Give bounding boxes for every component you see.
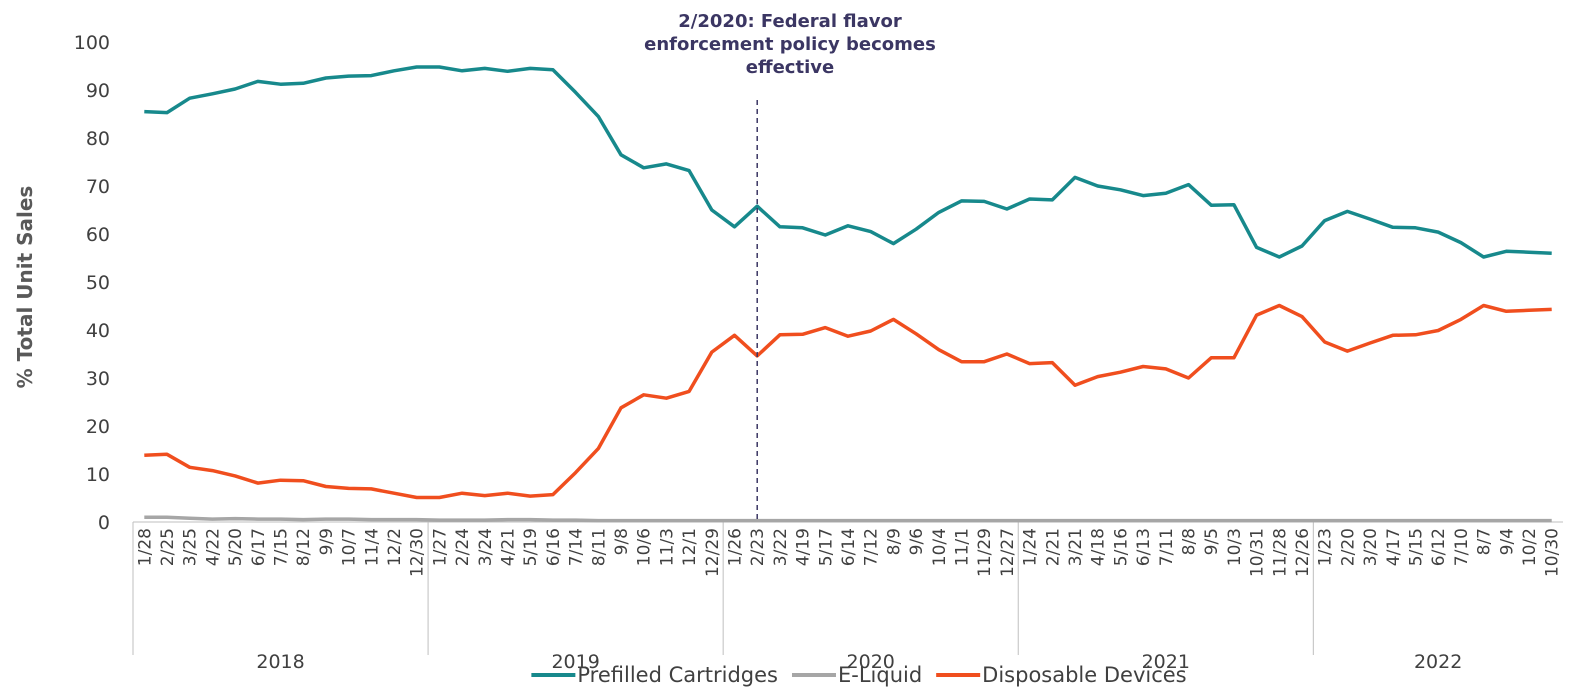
y-tick-label: 0 <box>98 512 110 534</box>
x-tick-label: 3/20 <box>1361 528 1381 566</box>
annotation-text: 2/2020: Federal flavor <box>678 11 902 32</box>
annotation-text: enforcement policy becomes <box>644 34 936 55</box>
x-tick-label: 12/30 <box>408 528 428 577</box>
x-tick-label: 9/4 <box>1497 528 1517 555</box>
legend-label: Disposable Devices <box>982 663 1186 687</box>
x-tick-label: 5/15 <box>1406 528 1426 566</box>
x-tick-label: 4/21 <box>499 528 519 566</box>
x-tick-label: 9/8 <box>612 528 632 555</box>
x-tick-label: 5/16 <box>1111 528 1131 566</box>
x-tick-label: 8/7 <box>1475 528 1495 555</box>
x-tick-label: 7/10 <box>1452 528 1472 566</box>
legend-label: E-Liquid <box>838 663 922 687</box>
x-tick-label: 2/20 <box>1338 528 1358 566</box>
series-line <box>144 515 1552 523</box>
x-tick-label: 12/26 <box>1293 528 1313 577</box>
group-label: 2018 <box>256 651 304 673</box>
x-tick-label: 9/5 <box>1202 528 1222 555</box>
x-tick-label: 1/23 <box>1316 528 1336 566</box>
x-tick-label: 12/1 <box>680 528 700 566</box>
x-tick-label: 6/17 <box>249 528 269 566</box>
x-tick-label: 1/24 <box>1021 528 1041 566</box>
x-tick-label: 3/21 <box>1066 528 1086 566</box>
x-tick-label: 10/4 <box>930 528 950 566</box>
y-tick-label: 80 <box>86 128 110 150</box>
x-tick-label: 11/4 <box>362 528 382 566</box>
annotation-text: effective <box>746 57 834 78</box>
y-tick-label: 50 <box>86 272 110 294</box>
x-tick-label: 7/11 <box>1157 528 1177 566</box>
x-tick-label: 8/12 <box>294 528 314 566</box>
x-tick-label: 6/12 <box>1429 528 1449 566</box>
x-tick-label: 5/17 <box>816 528 836 566</box>
x-tick-label: 11/29 <box>975 528 995 577</box>
x-tick-label: 10/2 <box>1520 528 1540 566</box>
x-tick-label: 5/19 <box>521 528 541 566</box>
x-tick-label: 4/22 <box>203 528 223 566</box>
x-tick-label: 4/17 <box>1384 528 1404 566</box>
x-tick-label: 3/22 <box>771 528 791 566</box>
x-tick-label: 11/28 <box>1270 528 1290 577</box>
x-tick-label: 5/20 <box>226 528 246 566</box>
series-line <box>144 65 1552 259</box>
y-tick-label: 100 <box>74 32 110 54</box>
y-tick-label: 90 <box>86 80 110 102</box>
x-tick-label: 12/2 <box>385 528 405 566</box>
y-tick-label: 60 <box>86 224 110 246</box>
x-tick-label: 10/31 <box>1248 528 1268 577</box>
x-tick-label: 3/24 <box>476 528 496 566</box>
group-label: 2021 <box>1142 651 1190 673</box>
x-tick-label: 10/6 <box>635 528 655 566</box>
x-tick-label: 1/27 <box>430 528 450 566</box>
y-tick-label: 30 <box>86 368 110 390</box>
x-tick-label: 6/14 <box>839 528 859 566</box>
x-tick-label: 4/18 <box>1089 528 1109 566</box>
group-label: 2022 <box>1414 651 1462 673</box>
x-tick-label: 10/3 <box>1225 528 1245 566</box>
x-tick-label: 2/21 <box>1043 528 1063 566</box>
x-tick-label: 7/14 <box>567 528 587 566</box>
series-line <box>144 303 1552 500</box>
group-label: 2020 <box>847 651 895 673</box>
x-tick-label: 9/9 <box>317 528 337 555</box>
x-tick-label: 10/7 <box>340 528 360 566</box>
group-label: 2019 <box>551 651 599 673</box>
x-tick-label: 8/9 <box>884 528 904 555</box>
x-tick-label: 4/19 <box>794 528 814 566</box>
x-tick-label: 11/3 <box>657 528 677 566</box>
y-tick-label: 10 <box>86 464 110 486</box>
x-tick-label: 10/30 <box>1543 528 1563 577</box>
x-tick-label: 2/23 <box>748 528 768 566</box>
x-tick-label: 2/24 <box>453 528 473 566</box>
y-axis-label: % Total Unit Sales <box>13 186 37 389</box>
x-tick-label: 7/15 <box>272 528 292 566</box>
x-tick-label: 7/12 <box>862 528 882 566</box>
x-tick-label: 8/11 <box>589 528 609 566</box>
x-tick-label: 9/6 <box>907 528 927 555</box>
x-tick-label: 11/1 <box>952 528 972 566</box>
y-tick-label: 40 <box>86 320 110 342</box>
y-tick-label: 70 <box>86 176 110 198</box>
x-tick-label: 6/16 <box>544 528 564 566</box>
x-tick-label: 2/25 <box>158 528 178 566</box>
x-tick-label: 12/27 <box>998 528 1018 577</box>
x-tick-label: 12/29 <box>703 528 723 577</box>
x-tick-label: 8/8 <box>1179 528 1199 555</box>
x-tick-label: 1/26 <box>726 528 746 566</box>
y-tick-label: 20 <box>86 416 110 438</box>
x-tick-label: 3/25 <box>181 528 201 566</box>
legend-label: Prefilled Cartridges <box>577 663 778 687</box>
x-tick-label: 6/13 <box>1134 528 1154 566</box>
x-tick-label: 1/28 <box>135 528 155 566</box>
